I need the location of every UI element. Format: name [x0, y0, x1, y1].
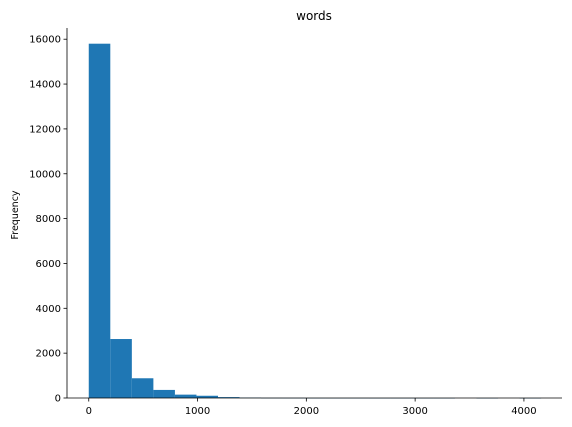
- histogram-bar-1: [110, 339, 132, 398]
- y-tick-label: 10000: [29, 169, 61, 180]
- histogram-bar-4: [174, 394, 197, 398]
- histogram-bar-3: [153, 389, 175, 398]
- histogram-bar-0: [88, 43, 111, 399]
- x-tick-label: 0: [86, 406, 92, 417]
- histogram-bar-2: [131, 378, 154, 398]
- y-tick-label: 14000: [29, 80, 61, 91]
- y-tick-label: 2000: [36, 349, 61, 360]
- x-tick-label: 3000: [402, 406, 427, 417]
- y-tick-label: 0: [55, 394, 61, 405]
- y-axis-ticks: 0 2000 4000 6000 8000 10000 12000 14000 16000: [29, 35, 67, 405]
- x-tick-label: 1000: [185, 406, 210, 417]
- histogram-bar-6: [218, 397, 240, 398]
- y-axis-label: Frequency: [10, 190, 21, 239]
- x-tick-label: 2000: [294, 406, 319, 417]
- y-tick-label: 4000: [36, 304, 61, 315]
- histogram-bars: [88, 43, 542, 399]
- x-axis-ticks: 0 1000 2000 3000 4000: [86, 398, 537, 417]
- y-tick-label: 8000: [36, 214, 61, 225]
- y-tick-label: 12000: [29, 124, 61, 135]
- chart-title: words: [296, 9, 332, 23]
- y-tick-label: 6000: [36, 259, 61, 270]
- histogram-bar-5: [196, 395, 219, 398]
- y-tick-label: 16000: [29, 35, 61, 46]
- x-tick-label: 4000: [511, 406, 536, 417]
